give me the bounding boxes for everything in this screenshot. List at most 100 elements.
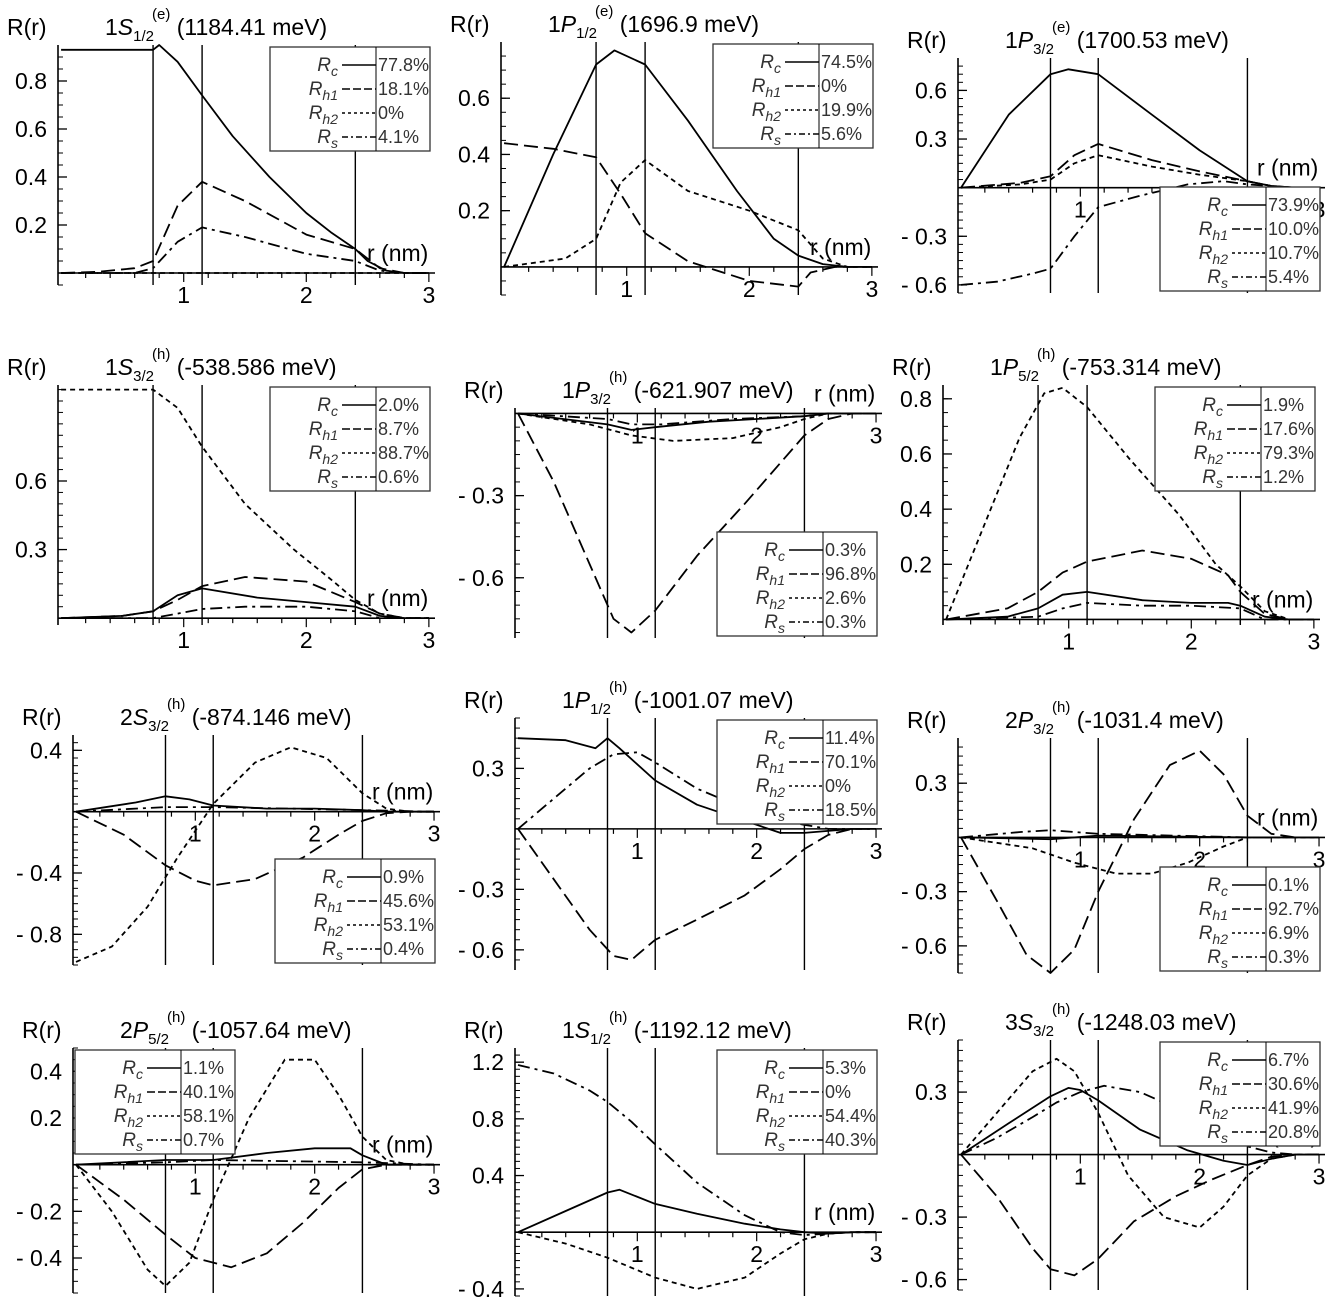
series-rh1 bbox=[960, 1153, 1319, 1277]
legend-value: 6.7% bbox=[1268, 1050, 1309, 1070]
series-rs bbox=[61, 605, 429, 619]
series-rh2 bbox=[75, 1058, 434, 1287]
legend-label: Rc bbox=[1207, 875, 1228, 899]
legend-label: Rh2 bbox=[756, 776, 786, 800]
legend: Rc 0.9% Rh1 45.6% Rh2 53.1% Rs 0.4% bbox=[274, 858, 436, 964]
legend-label: Rh1 bbox=[309, 79, 338, 103]
x-axis-label: r (nm) bbox=[810, 234, 871, 260]
chart-title: 1S3/2(h) (-538.586 meV) bbox=[105, 346, 337, 385]
legend-value: 70.1% bbox=[825, 752, 876, 772]
legend-label: Rh1 bbox=[756, 564, 785, 588]
y-tick-label: - 0.8 bbox=[16, 921, 62, 947]
series-rc bbox=[517, 737, 876, 834]
x-tick-label: 3 bbox=[870, 1241, 883, 1267]
legend-value: 45.6% bbox=[383, 891, 434, 911]
x-tick-label: 3 bbox=[422, 282, 435, 308]
y-tick-label: - 0.3 bbox=[458, 483, 504, 509]
x-tick-label: 1 bbox=[189, 821, 202, 847]
legend-label: Rh1 bbox=[1199, 219, 1228, 243]
series-rh2 bbox=[503, 159, 872, 268]
y-axis-label: R(r) bbox=[22, 704, 62, 730]
legend-label: Rh1 bbox=[756, 1082, 785, 1106]
legend-label: Rc bbox=[1202, 395, 1223, 419]
y-tick-label: - 0.6 bbox=[458, 937, 504, 963]
y-tick-label: 0.4 bbox=[30, 1058, 62, 1084]
legend-label: Rs bbox=[122, 1130, 143, 1154]
series-rh1 bbox=[945, 549, 1314, 621]
chart-title: 1P1/2(e) (1696.9 meV) bbox=[548, 3, 759, 42]
chart-panel-6: 1 2 3 0.2 0.4 0.6 0.8 R(r) r (nm) 1P5/2(h) (-753.… bbox=[892, 346, 1320, 654]
chart-panel-2: 1 2 3 0.2 0.4 0.6 R(r) r (nm) 1P1/2(e) (1696.9 m… bbox=[450, 3, 878, 302]
y-tick-label: - 0.6 bbox=[901, 272, 947, 298]
legend: Rc 5.3% Rh1 0% Rh2 54.4% Rs 40.3% bbox=[716, 1049, 878, 1155]
legend-value: 0% bbox=[825, 776, 851, 796]
legend-value: 6.9% bbox=[1268, 923, 1309, 943]
x-tick-label: 1 bbox=[620, 276, 633, 302]
x-tick-label: 1 bbox=[1074, 846, 1087, 872]
series-rh2 bbox=[517, 412, 876, 442]
legend-label: Rh2 bbox=[756, 588, 786, 612]
chart-panel-10: 1 2 3 - 0.4 - 0.2 0.2 0.4 R(r) r (nm) 2P5/2(h) (-… bbox=[16, 1009, 440, 1294]
y-tick-label: 0.8 bbox=[472, 1106, 504, 1132]
y-axis-label: R(r) bbox=[464, 377, 504, 403]
series-rh1 bbox=[61, 180, 429, 274]
y-axis-label: R(r) bbox=[22, 1017, 62, 1043]
x-tick-label: 2 bbox=[308, 1174, 321, 1200]
legend: Rc 74.5% Rh1 0% Rh2 19.9% Rs 5.6% bbox=[712, 43, 874, 149]
legend-value: 0.4% bbox=[383, 939, 424, 959]
legend-label: Rh2 bbox=[1199, 923, 1229, 947]
chart-title: 2P3/2(h) (-1031.4 meV) bbox=[1005, 699, 1224, 738]
chart-title: 1S1/2(h) (-1192.12 meV) bbox=[562, 1009, 792, 1048]
y-tick-label: - 0.6 bbox=[458, 565, 504, 591]
series-rh1 bbox=[960, 749, 1319, 974]
legend-label: Rh1 bbox=[756, 752, 785, 776]
x-axis-label: r (nm) bbox=[372, 1132, 433, 1158]
legend-value: 4.1% bbox=[378, 127, 419, 147]
x-axis-label: r (nm) bbox=[1257, 804, 1318, 830]
legend-label: Rs bbox=[764, 1130, 785, 1154]
legend: Rc 6.7% Rh1 30.6% Rh2 41.9% Rs 20.8% bbox=[1159, 1041, 1321, 1147]
y-tick-label: 0.6 bbox=[458, 85, 490, 111]
chart-panel-4: 1 2 3 0.3 0.6 R(r) r (nm) 1S3/2(h) (-538.586 me… bbox=[7, 346, 435, 653]
chart-title: 1P5/2(h) (-753.314 meV) bbox=[990, 346, 1222, 385]
x-axis-label: r (nm) bbox=[372, 779, 433, 805]
x-tick-label: 3 bbox=[1313, 846, 1326, 872]
y-tick-label: 0.3 bbox=[15, 537, 47, 563]
y-tick-label: 0.8 bbox=[15, 68, 47, 94]
legend-label: Rs bbox=[1207, 947, 1228, 971]
chart-title: 2P5/2(h) (-1057.64 meV) bbox=[120, 1009, 352, 1048]
chart-panel-12: 123- 0.6- 0.30.3R(r)r (nm)3S3/2(h) (-124… bbox=[901, 1001, 1325, 1293]
x-axis-label: r (nm) bbox=[814, 1199, 875, 1225]
y-tick-label: 0.4 bbox=[900, 496, 932, 522]
x-tick-label: 3 bbox=[870, 422, 883, 448]
legend-value: 0% bbox=[825, 1082, 851, 1102]
x-axis-label: r (nm) bbox=[367, 585, 428, 611]
x-tick-label: 1 bbox=[177, 282, 190, 308]
x-tick-label: 2 bbox=[300, 627, 313, 653]
y-tick-label: 0.3 bbox=[915, 770, 947, 796]
y-tick-label: 0.4 bbox=[15, 164, 47, 190]
chart-title: 3S3/2(h) (-1248.03 meV) bbox=[1005, 1001, 1237, 1040]
legend-label: Rh2 bbox=[309, 443, 339, 467]
series-rs bbox=[517, 1064, 876, 1236]
legend: Rc 2.0% Rh1 8.7% Rh2 88.7% Rs 0.6% bbox=[269, 386, 431, 492]
legend-label: Rh2 bbox=[309, 103, 339, 127]
y-axis-label: R(r) bbox=[907, 707, 947, 733]
legend-label: Rc bbox=[1207, 1050, 1228, 1074]
legend-value: 0% bbox=[378, 103, 404, 123]
legend-label: Rc bbox=[760, 52, 781, 76]
legend-value: 10.7% bbox=[1268, 243, 1319, 263]
chart-title: 1P1/2(h) (-1001.07 meV) bbox=[562, 679, 794, 718]
y-tick-label: - 0.3 bbox=[901, 879, 947, 905]
legend-label: Rh2 bbox=[1199, 1098, 1229, 1122]
x-tick-label: 3 bbox=[1313, 1164, 1326, 1190]
legend-value: 8.7% bbox=[378, 419, 419, 439]
legend-value: 92.7% bbox=[1268, 899, 1319, 919]
legend: Rc 0.1% Rh1 92.7% Rh2 6.9% Rs 0.3% bbox=[1159, 866, 1321, 972]
legend-value: 53.1% bbox=[383, 915, 434, 935]
y-tick-label: 0.3 bbox=[915, 1079, 947, 1105]
legend-value: 10.0% bbox=[1268, 219, 1319, 239]
chart-panel-8: 123- 0.6- 0.30.3R(r)r (nm)1P1/2(h) (-100… bbox=[458, 679, 882, 970]
legend: Rc 77.8% Rh1 18.1% Rh2 0% Rs 4.1% bbox=[269, 46, 431, 152]
legend: Rc 0.3% Rh1 96.8% Rh2 2.6% Rs 0.3% bbox=[716, 531, 878, 637]
